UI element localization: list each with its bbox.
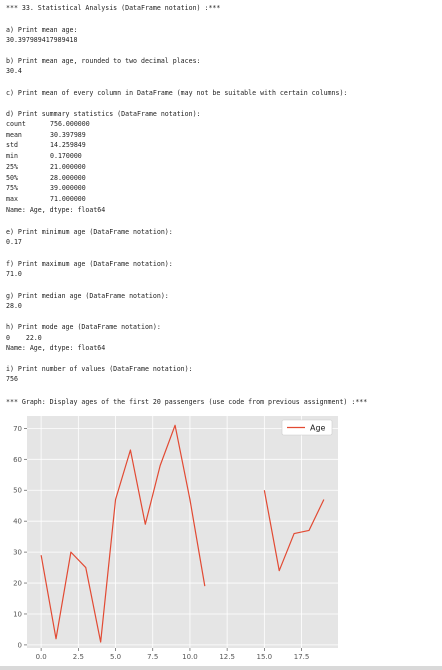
y-tick-label: 0 xyxy=(18,641,22,649)
summary-stat-value: 28.000000 xyxy=(50,173,86,182)
graph-title: *** Graph: Display ages of the first 20 … xyxy=(6,398,368,406)
b-label: b) Print mean age, rounded to two decima… xyxy=(6,57,201,65)
e-label: e) Print minimum age (DataFrame notation… xyxy=(6,228,173,236)
a-value: 30.397989417989418 xyxy=(6,36,78,44)
summary-stat-row: count 756.000000 xyxy=(6,120,90,128)
d-label: d) Print summary statistics (DataFrame n… xyxy=(6,110,201,118)
x-tick-label: 12.5 xyxy=(219,653,235,661)
summary-stat-value: 71.000000 xyxy=(50,194,86,203)
y-tick-label: 40 xyxy=(13,518,22,526)
summary-stat-value: 14.259849 xyxy=(50,141,86,150)
series-line-age xyxy=(263,490,325,572)
plot-area xyxy=(27,416,338,648)
c-label: c) Print mean of every column in DataFra… xyxy=(6,89,348,97)
y-tick-label: 10 xyxy=(13,610,22,618)
d-footer: Name: Age, dtype: float64 xyxy=(6,206,106,214)
summary-stat-key: count xyxy=(6,120,26,128)
a-label: a) Print mean age: xyxy=(6,26,78,34)
y-tick-label: 60 xyxy=(13,456,22,464)
g-label: g) Print median age (DataFrame notation)… xyxy=(6,292,169,300)
summary-stat-row: 25% 21.000000 xyxy=(6,163,86,171)
section-header: *** 33. Statistical Analysis (DataFrame … xyxy=(6,4,221,12)
h-value: 0 22.0 xyxy=(6,334,42,342)
y-tick-label: 50 xyxy=(13,487,22,495)
summary-stat-value: 0.170000 xyxy=(50,152,82,161)
summary-stat-key: 50% xyxy=(6,173,18,182)
summary-stat-value: 756.000000 xyxy=(50,120,90,128)
age-line-chart: 0.0 2.5 5.0 7.5 10.0 12.5 15.0 17.5 0 10 20 30 40 50 6… xyxy=(13,416,338,661)
f-value: 71.0 xyxy=(6,270,22,278)
x-tick-label: 2.5 xyxy=(73,653,84,661)
h-footer: Name: Age, dtype: float64 xyxy=(6,344,106,352)
y-tick-label: 70 xyxy=(13,425,22,433)
x-tick-label: 15.0 xyxy=(257,653,273,661)
e-value: 0.17 xyxy=(6,238,22,246)
g-value: 28.0 xyxy=(6,302,22,310)
series-line-age xyxy=(40,424,206,643)
summary-stat-value: 21.000000 xyxy=(50,162,86,171)
summary-stat-key: std xyxy=(6,141,18,150)
summary-stat-key: max xyxy=(6,194,18,203)
summary-stat-key: 75% xyxy=(6,184,18,193)
y-tick-label: 20 xyxy=(13,580,22,588)
x-tick-label: 5.0 xyxy=(110,653,121,661)
summary-stat-value: 39.000000 xyxy=(50,184,86,193)
x-tick-label: 10.0 xyxy=(182,653,198,661)
i-label: i) Print number of values (DataFrame not… xyxy=(6,365,193,373)
f-label: f) Print maximum age (DataFrame notation… xyxy=(6,260,173,268)
y-tick-label: 30 xyxy=(13,549,22,557)
summary-stat-row: 75% 39.000000 xyxy=(6,184,86,192)
x-tick-label: 7.5 xyxy=(147,653,158,661)
summary-stat-key: min xyxy=(6,152,18,161)
summary-stat-row: 50% 28.000000 xyxy=(6,174,86,182)
summary-stat-row: mean 30.397989 xyxy=(6,131,86,139)
x-tick-label: 17.5 xyxy=(294,653,310,661)
summary-stat-value: 30.397989 xyxy=(50,130,86,139)
summary-stat-key: mean xyxy=(6,130,22,139)
summary-stat-row: max 71.000000 xyxy=(6,195,86,203)
legend-box xyxy=(281,419,333,436)
h-label: h) Print mode age (DataFrame notation): xyxy=(6,323,161,331)
b-value: 30.4 xyxy=(6,67,22,75)
x-tick-label: 0.0 xyxy=(36,653,47,661)
horizontal-scrollbar[interactable] xyxy=(0,666,442,670)
i-value: 756 xyxy=(6,375,18,383)
summary-stat-key: 25% xyxy=(6,162,18,171)
summary-stat-row: std 14.259849 xyxy=(6,141,86,149)
summary-stat-row: min 0.170000 xyxy=(6,152,82,160)
legend-label: Age xyxy=(310,424,326,433)
